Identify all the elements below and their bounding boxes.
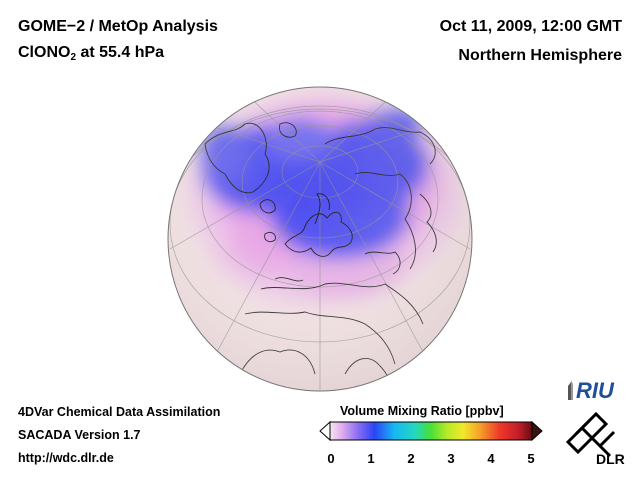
colorbar-over-arrow (531, 420, 543, 442)
hemisphere-label: Northern Hemisphere (458, 47, 622, 64)
pressure-level: at 55.4 hPa (76, 44, 165, 61)
colorbar-tick-0: 0 (327, 451, 335, 466)
species-name: ClONO (18, 44, 71, 61)
footer-method: 4DVar Chemical Data Assimilation (18, 405, 221, 419)
colorbar-title: Volume Mixing Ratio [ppbv] (340, 404, 504, 418)
colorbar-tick-5: 5 (527, 451, 535, 466)
institution-logos: RIU DLR (565, 378, 625, 467)
globe-map (167, 86, 473, 392)
globe-shading (168, 87, 472, 391)
footer-url: http://wdc.dlr.de (18, 451, 114, 465)
dlr-logo (565, 411, 616, 458)
map-title: GOME−2 / MetOp Analysis (18, 18, 218, 35)
dlr-logo-text: DLR (596, 451, 625, 467)
riu-logo: RIU (568, 378, 615, 403)
footer-version: SACADA Version 1.7 (18, 428, 141, 442)
colorbar-tick-1: 1 (367, 451, 375, 466)
riu-logo-text: RIU (576, 378, 615, 403)
date-label: Oct 11, 2009, 12:00 GMT (439, 18, 622, 35)
globe-outline (167, 86, 473, 392)
colorbar (319, 420, 543, 442)
colorbar-tick-3: 3 (447, 451, 455, 466)
colorbar-scale (329, 421, 533, 441)
species-label: ClONO2 at 55.4 hPa (18, 44, 164, 63)
colorbar-tick-2: 2 (407, 451, 415, 466)
species-subscript: 2 (70, 52, 77, 63)
colorbar-tick-4: 4 (487, 451, 495, 466)
colorbar-under-arrow (319, 420, 331, 442)
